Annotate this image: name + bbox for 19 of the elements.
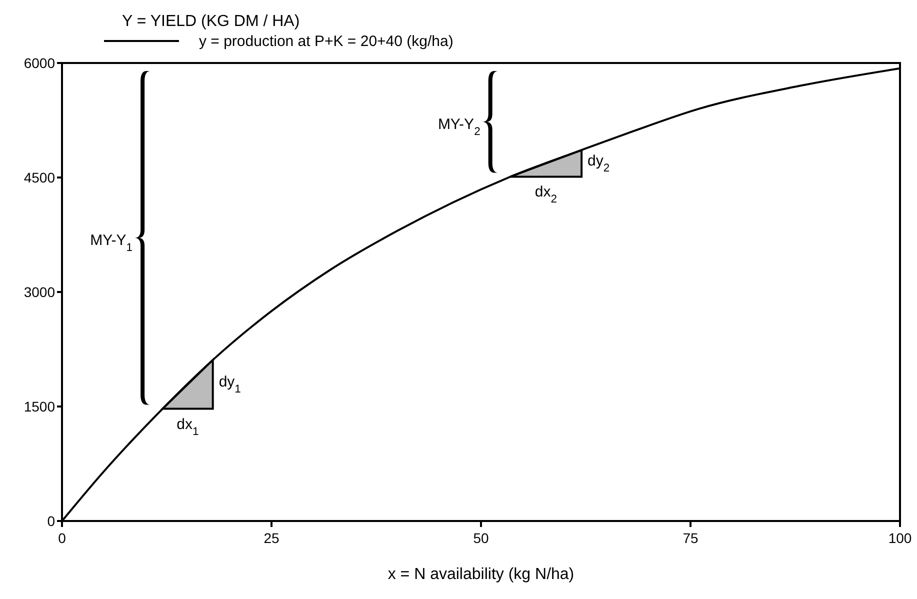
- annotation: dx$_{1}$: [176, 416, 199, 438]
- y-tick-label: 0: [47, 512, 56, 529]
- y-axis-title: Y = YIELD (KG DM / HA): [122, 13, 300, 30]
- y-tick-label: 1500: [24, 398, 56, 414]
- annotation: dx$_{2}$: [534, 184, 557, 206]
- x-tick-label: 25: [264, 530, 280, 546]
- legend-label: y = production at P+K = 20+40 (kg/ha): [199, 33, 454, 50]
- y-tick-label: 4500: [24, 169, 56, 186]
- annotation: MY-Y$_{2}$: [438, 116, 480, 138]
- x-axis-title: x = N availability (kg N/ha): [388, 566, 574, 583]
- annotation: dy$_{2}$: [588, 152, 610, 174]
- x-tick-label: 0: [58, 530, 66, 546]
- y-tick-label: 6000: [24, 54, 56, 71]
- x-tick-label: 100: [888, 530, 912, 546]
- annotation: MY-Y$_{1}$: [90, 232, 133, 254]
- y-tick-label: 3000: [24, 284, 56, 300]
- x-tick-label: 50: [473, 530, 489, 546]
- annotation: dy$_{1}$: [218, 373, 241, 396]
- x-tick-label: 75: [682, 530, 698, 546]
